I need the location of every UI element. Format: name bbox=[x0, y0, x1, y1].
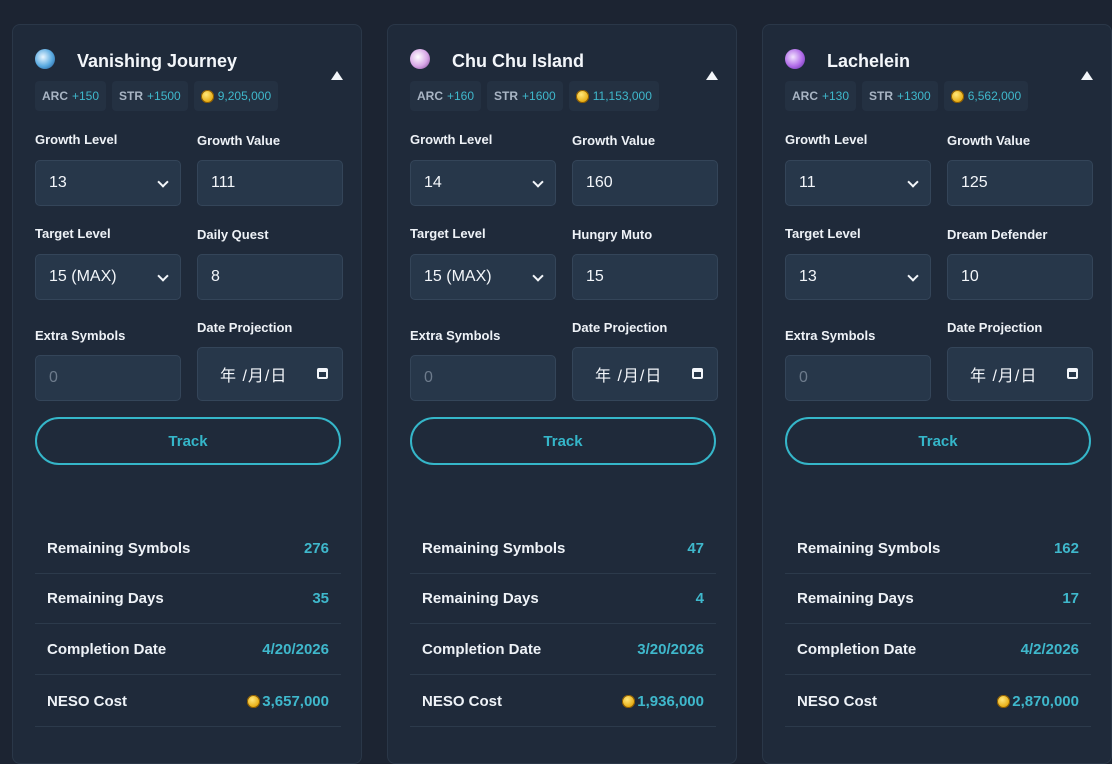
card-header: Chu Chu Island ARC +160 STR +1600 11,153… bbox=[410, 47, 722, 117]
meso-cost-badge: 9,205,000 bbox=[193, 81, 279, 111]
growth-value-input[interactable]: 111 bbox=[197, 160, 343, 206]
date-projection-label: Date Projection bbox=[572, 320, 668, 335]
calendar-icon[interactable] bbox=[317, 368, 328, 379]
arc-badge: ARC +130 bbox=[785, 81, 857, 111]
growth-level-select[interactable]: 11 bbox=[785, 160, 931, 206]
neso-coin-icon bbox=[622, 695, 636, 708]
meso-cost-badge: 11,153,000 bbox=[568, 81, 659, 111]
calendar-icon[interactable] bbox=[692, 368, 703, 379]
card-title: Vanishing Journey bbox=[77, 51, 238, 71]
daily-quest-label: Daily Quest bbox=[197, 227, 269, 242]
growth-level-label: Growth Level bbox=[785, 132, 868, 147]
arc-badge: ARC +160 bbox=[410, 81, 482, 111]
target-level-select[interactable]: 13 bbox=[785, 254, 931, 300]
symbol-card-2: Chu Chu Island ARC +160 STR +1600 11,153… bbox=[387, 24, 737, 764]
daily-quest-input[interactable]: 8 bbox=[197, 254, 343, 300]
neso-cost-row: NESO Cost 3,657,000 bbox=[35, 677, 341, 727]
meso-cost-badge: 6,562,000 bbox=[943, 81, 1029, 111]
growth-value-label: Growth Value bbox=[197, 133, 281, 148]
str-badge: STR +1300 bbox=[862, 81, 938, 111]
stat-badges: ARC +130 STR +1300 6,562,000 bbox=[785, 81, 1029, 111]
daily-quest-label: Hungry Muto bbox=[572, 227, 653, 242]
remaining-days-row: Remaining Days 35 bbox=[35, 574, 341, 624]
target-level-select[interactable]: 15 (MAX) bbox=[410, 254, 556, 300]
growth-level-label: Growth Level bbox=[35, 132, 118, 147]
meso-coin-icon bbox=[950, 89, 964, 103]
chu-chu-island-symbol-icon bbox=[410, 49, 430, 69]
growth-level-label: Growth Level bbox=[410, 132, 493, 147]
card-title: Chu Chu Island bbox=[452, 51, 584, 71]
collapse-toggle-icon[interactable] bbox=[331, 71, 343, 80]
daily-quest-input[interactable]: 15 bbox=[572, 254, 718, 300]
card-title: Lachelein bbox=[827, 51, 911, 71]
date-projection-input[interactable]: 年 /月/日 bbox=[197, 347, 343, 401]
card-header: Lachelein ARC +130 STR +1300 6,562,000 bbox=[785, 47, 1097, 117]
remaining-symbols-row: Remaining Symbols 162 bbox=[785, 524, 1091, 574]
target-level-label: Target Level bbox=[410, 226, 486, 241]
growth-level-select[interactable]: 13 bbox=[35, 160, 181, 206]
stat-badges: ARC +150 STR +1500 9,205,000 bbox=[35, 81, 279, 111]
daily-quest-input[interactable]: 10 bbox=[947, 254, 1093, 300]
track-button[interactable]: Track bbox=[785, 417, 1091, 465]
remaining-days-row: Remaining Days 17 bbox=[785, 574, 1091, 624]
neso-cost-row: NESO Cost 1,936,000 bbox=[410, 677, 716, 727]
vanishing-journey-symbol-icon bbox=[35, 49, 55, 69]
extra-symbols-input[interactable]: 0 bbox=[410, 355, 556, 401]
remaining-days-row: Remaining Days 4 bbox=[410, 574, 716, 624]
daily-quest-label: Dream Defender bbox=[947, 227, 1048, 242]
symbol-card-3: Lachelein ARC +130 STR +1300 6,562,000 G… bbox=[762, 24, 1112, 764]
growth-value-label: Growth Value bbox=[572, 133, 656, 148]
growth-value-input[interactable]: 125 bbox=[947, 160, 1093, 206]
lachelein-symbol-icon bbox=[785, 49, 805, 69]
neso-coin-icon bbox=[997, 695, 1011, 708]
completion-date-row: Completion Date 4/2/2026 bbox=[785, 625, 1091, 675]
extra-symbols-label: Extra Symbols bbox=[410, 328, 501, 343]
track-button[interactable]: Track bbox=[410, 417, 716, 465]
remaining-symbols-row: Remaining Symbols 276 bbox=[35, 524, 341, 574]
arc-badge: ARC +150 bbox=[35, 81, 107, 111]
track-button[interactable]: Track bbox=[35, 417, 341, 465]
stat-badges: ARC +160 STR +1600 11,153,000 bbox=[410, 81, 659, 111]
remaining-symbols-row: Remaining Symbols 47 bbox=[410, 524, 716, 574]
collapse-toggle-icon[interactable] bbox=[1081, 71, 1093, 80]
date-projection-label: Date Projection bbox=[197, 320, 293, 335]
date-projection-label: Date Projection bbox=[947, 320, 1043, 335]
extra-symbols-label: Extra Symbols bbox=[35, 328, 126, 343]
completion-date-row: Completion Date 3/20/2026 bbox=[410, 625, 716, 675]
neso-cost-row: NESO Cost 2,870,000 bbox=[785, 677, 1091, 727]
growth-level-select[interactable]: 14 bbox=[410, 160, 556, 206]
card-header: Vanishing Journey ARC +150 STR +1500 9,2… bbox=[35, 47, 347, 117]
growth-value-label: Growth Value bbox=[947, 133, 1031, 148]
calendar-icon[interactable] bbox=[1067, 368, 1078, 379]
extra-symbols-input[interactable]: 0 bbox=[785, 355, 931, 401]
extra-symbols-input[interactable]: 0 bbox=[35, 355, 181, 401]
date-projection-input[interactable]: 年 /月/日 bbox=[947, 347, 1093, 401]
collapse-toggle-icon[interactable] bbox=[706, 71, 718, 80]
target-level-select[interactable]: 15 (MAX) bbox=[35, 254, 181, 300]
neso-coin-icon bbox=[247, 695, 261, 708]
extra-symbols-label: Extra Symbols bbox=[785, 328, 876, 343]
target-level-label: Target Level bbox=[35, 226, 111, 241]
symbol-card-1: Vanishing Journey ARC +150 STR +1500 9,2… bbox=[12, 24, 362, 764]
meso-coin-icon bbox=[575, 89, 589, 103]
growth-value-input[interactable]: 160 bbox=[572, 160, 718, 206]
str-badge: STR +1600 bbox=[487, 81, 563, 111]
target-level-label: Target Level bbox=[785, 226, 861, 241]
date-projection-input[interactable]: 年 /月/日 bbox=[572, 347, 718, 401]
completion-date-row: Completion Date 4/20/2026 bbox=[35, 625, 341, 675]
str-badge: STR +1500 bbox=[112, 81, 188, 111]
meso-coin-icon bbox=[200, 89, 214, 103]
